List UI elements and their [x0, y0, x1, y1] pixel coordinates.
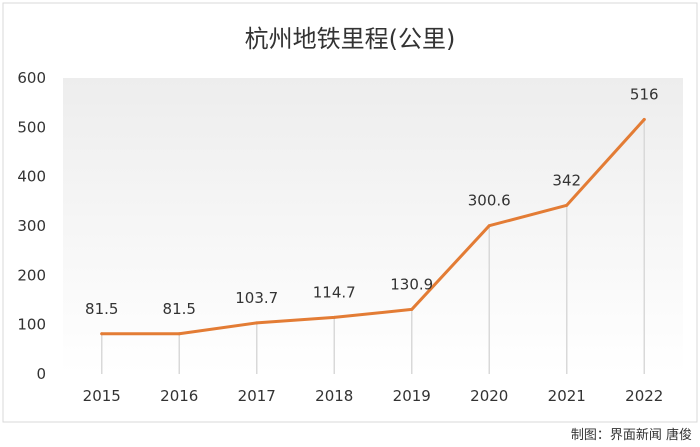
data-labels: 81.5 81.5 103.7 114.7 130.9 300.6 342 516	[85, 85, 659, 317]
y-tick-label: 500	[17, 118, 46, 136]
data-label: 130.9	[390, 275, 433, 293]
x-axis-tick-labels: 2015 2016 2017 2018 2019 2020 2021 2022	[83, 387, 664, 405]
x-tick-label: 2021	[548, 387, 586, 405]
y-tick-label: 400	[17, 168, 46, 186]
y-tick-label: 600	[17, 69, 46, 87]
data-point	[410, 307, 414, 311]
data-point	[487, 224, 491, 228]
data-label: 516	[630, 85, 659, 103]
x-tick-label: 2019	[393, 387, 431, 405]
data-label: 103.7	[235, 289, 278, 307]
data-label: 114.7	[313, 283, 356, 301]
data-point	[177, 332, 181, 336]
y-tick-label: 100	[17, 316, 46, 334]
x-tick-label: 2022	[625, 387, 663, 405]
x-tick-label: 2020	[470, 387, 508, 405]
data-point	[642, 117, 646, 121]
data-label: 300.6	[468, 192, 511, 210]
data-point	[565, 203, 569, 207]
data-point	[255, 321, 259, 325]
plot-area	[63, 78, 683, 374]
drop-lines	[101, 119, 645, 374]
x-tick-label: 2018	[315, 387, 353, 405]
data-label: 342	[552, 171, 581, 189]
y-axis-tick-labels: 0 100 200 300 400 500 600	[17, 69, 46, 383]
y-tick-label: 0	[36, 365, 46, 383]
data-label: 81.5	[163, 300, 196, 318]
credit-text: 制图：界面新闻 唐俊	[571, 427, 692, 443]
x-tick-label: 2017	[238, 387, 276, 405]
series-line-group	[100, 117, 646, 336]
x-tick-label: 2016	[160, 387, 198, 405]
chart-title: 杭州地铁里程(公里)	[245, 25, 456, 53]
x-tick-label: 2015	[83, 387, 121, 405]
y-tick-label: 300	[17, 217, 46, 235]
data-point	[332, 315, 336, 319]
y-tick-label: 200	[17, 266, 46, 284]
series-line	[100, 117, 646, 336]
data-label: 81.5	[85, 300, 118, 318]
data-point	[100, 332, 104, 336]
